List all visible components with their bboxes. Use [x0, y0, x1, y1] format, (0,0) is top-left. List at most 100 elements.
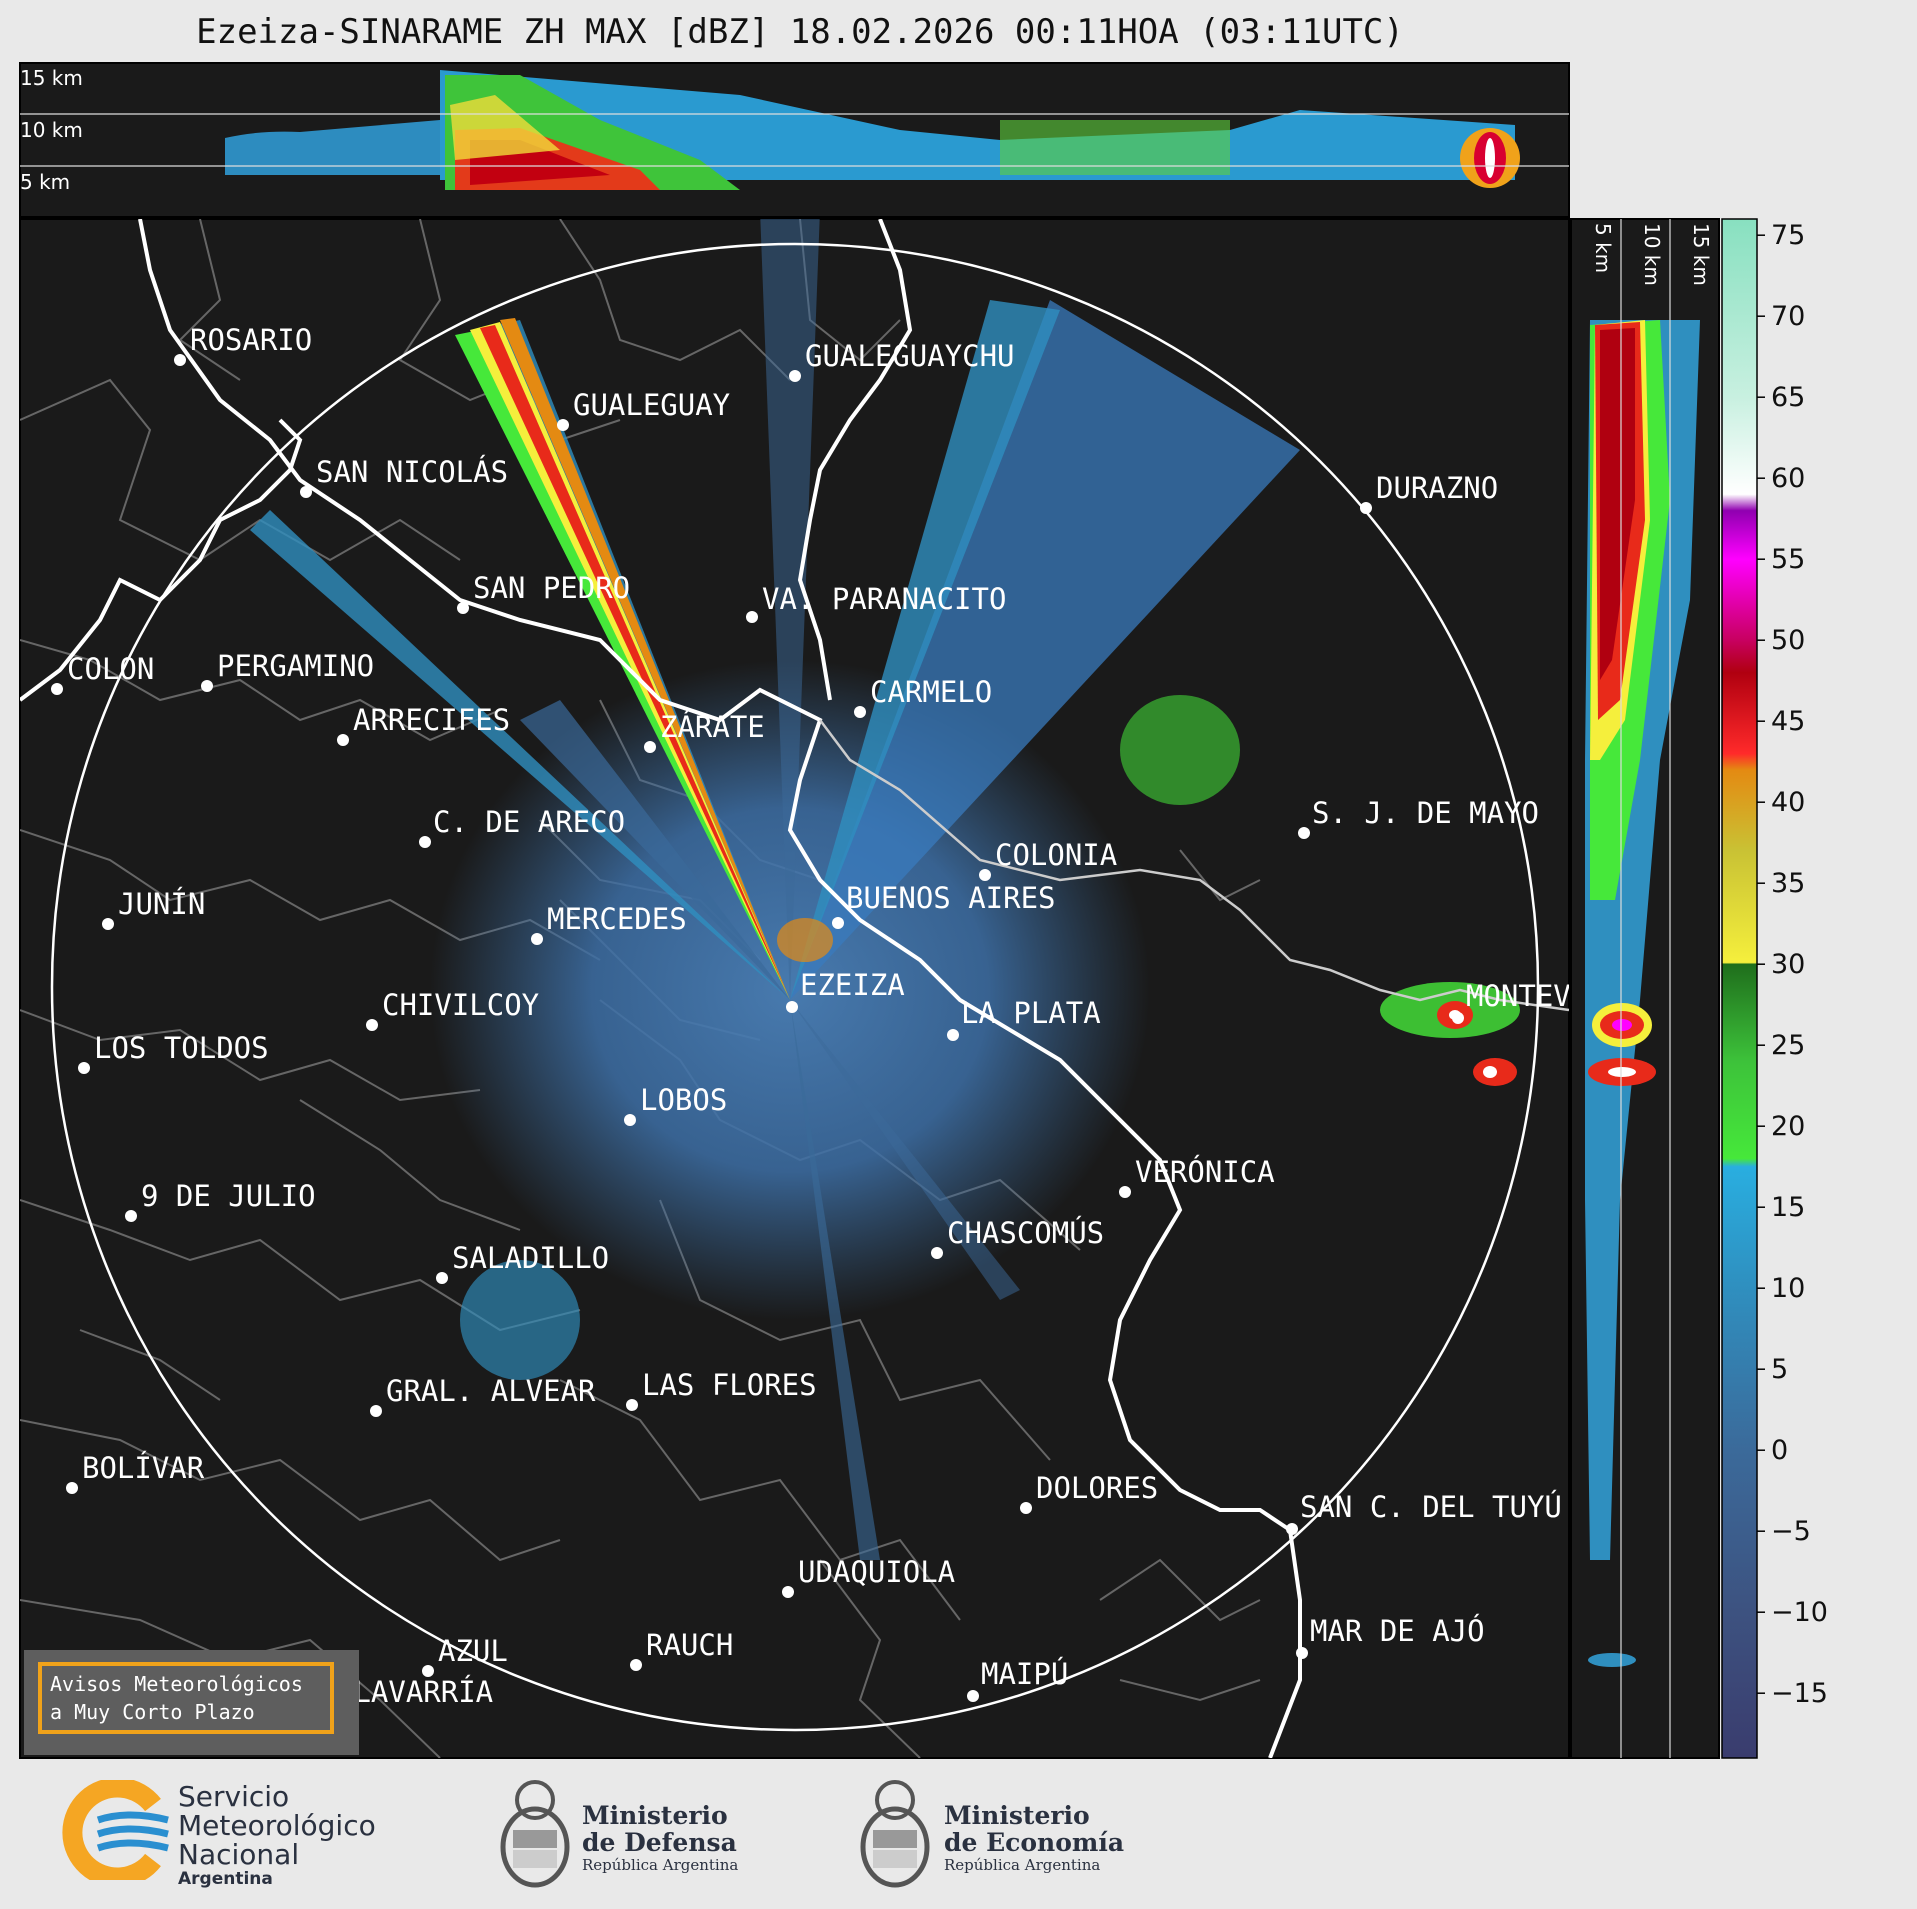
city-udaquiola: UDAQUIOLA [782, 1555, 955, 1598]
city-label: DURAZNO [1376, 471, 1498, 505]
city-marker-dot [174, 354, 186, 366]
city-saladillo: SALADILLO [436, 1241, 609, 1284]
city-marker-dot [1020, 1502, 1032, 1514]
city-label: PERGAMINO [217, 649, 374, 683]
city-label: BOLÍVAR [82, 1451, 205, 1485]
smn-line-2: Meteorológico [178, 1809, 376, 1842]
city-gualeguaychu: GUALEGUAYCHU [789, 339, 1015, 382]
city-label: VA. PARANACITO [762, 582, 1006, 616]
city-pergamino: PERGAMINO [201, 649, 374, 692]
city-label: LAS FLORES [642, 1368, 817, 1402]
colorbar-tick-label: 25 [1771, 1030, 1805, 1061]
city-marker-dot [630, 1659, 642, 1671]
city-durazno: DURAZNO [1360, 471, 1498, 514]
city-marker-dot [457, 602, 469, 614]
city-marker-dot [1298, 827, 1310, 839]
city-mar-de-aj-: MAR DE AJÓ [1296, 1614, 1485, 1659]
colorbar-tick-label: 45 [1771, 706, 1805, 737]
colorbar-tick-label: 60 [1771, 463, 1805, 494]
city-marker-dot [644, 741, 656, 753]
top-alt-label-10: 10 km [20, 118, 83, 142]
coastline-rivers [20, 219, 1569, 1758]
city-marker-dot [51, 683, 63, 695]
city-markers: ROSARIO GUALEGUAYCHU GUALEGUAY SAN NICOLÁS D… [51, 323, 1569, 1718]
city-label: MERCEDES [547, 902, 687, 936]
city-marker-dot [366, 1019, 378, 1031]
top-cross-section-panel: 15 km 10 km 5 km [19, 62, 1570, 218]
city-colon: COLON [51, 652, 154, 695]
city-label: GUALEGUAY [573, 388, 730, 422]
city-marker-dot [931, 1247, 943, 1259]
top-alt-label-5: 5 km [20, 170, 70, 194]
side-alt-label-5: 5 km [1591, 223, 1615, 273]
city-marker-dot [66, 1482, 78, 1494]
city-label: CARMELO [870, 675, 992, 709]
colorbar-tick-label: 5 [1771, 1354, 1788, 1385]
city-label: ZÁRATE [660, 710, 765, 744]
city-carmelo: CARMELO [854, 675, 992, 718]
city-marker-dot [201, 680, 213, 692]
colorbar-tick-label: 20 [1771, 1111, 1805, 1142]
city-colonia: COLONIA [979, 838, 1117, 881]
city-label: VERÓNICA [1135, 1155, 1275, 1189]
city-label: SAN PEDRO [473, 571, 630, 605]
side-cross-section-panel: 5 km 10 km 15 km [1570, 218, 1720, 1759]
smn-line-3: Nacional [178, 1838, 300, 1871]
city-z-rate: ZÁRATE [644, 710, 765, 753]
colorbar-tick-label: 40 [1771, 787, 1805, 818]
smn-line-4: Argentina [178, 1869, 273, 1889]
city-label: GRAL. ALVEAR [386, 1374, 596, 1408]
city-maip-: MAIPÚ [967, 1657, 1068, 1702]
defensa-line-1: Ministerio [582, 1801, 728, 1830]
economia-line-1: Ministerio [944, 1801, 1090, 1830]
city-label: C. DE ARECO [433, 805, 625, 839]
smn-line-1: Servicio [178, 1780, 290, 1813]
city-marker-dot [786, 1001, 798, 1013]
side-alt-label-10: 10 km [1640, 223, 1664, 286]
city-label: MAIPÚ [981, 1657, 1068, 1691]
city-dolores: DOLORES [1020, 1471, 1158, 1514]
city-marker-dot [1296, 1647, 1308, 1659]
city-chivilcoy: CHIVILCOY [366, 988, 539, 1031]
city-san-pedro: SAN PEDRO [457, 571, 630, 614]
city-label: CHIVILCOY [382, 988, 539, 1022]
city-label: ROSARIO [190, 323, 312, 357]
city-label: BUENOS AIRES [846, 881, 1056, 915]
city-ver-nica: VERÓNICA [1119, 1155, 1275, 1198]
city-marker-dot [78, 1062, 90, 1074]
economia-line-2: de Economía [944, 1828, 1125, 1857]
city-marker-dot [626, 1399, 638, 1411]
colorbar-tick-label: 65 [1771, 382, 1805, 413]
city-marker-dot [979, 869, 991, 881]
city-marker-dot [1360, 502, 1372, 514]
city-label: AZUL [438, 1634, 508, 1668]
city-marker-dot [1286, 1523, 1298, 1535]
city-buenos-aires: BUENOS AIRES [832, 881, 1056, 929]
city-ezeiza: EZEIZA [786, 968, 905, 1013]
warning-box[interactable]: Avisos Meteorológicos a Muy Corto Plazo [24, 1650, 359, 1755]
city-label: COLONIA [995, 838, 1117, 872]
city-marker-dot [1452, 1012, 1464, 1024]
colorbar-tick-label: 15 [1771, 1192, 1805, 1223]
city-label: OLAVARRÍA [336, 1675, 493, 1709]
city-gualeguay: GUALEGUAY [557, 388, 730, 431]
city-label: 9 DE JULIO [141, 1179, 316, 1213]
city-label: SALADILLO [452, 1241, 609, 1275]
city-c-de-areco: C. DE ARECO [419, 805, 625, 848]
city-la-plata: LA PLATA [947, 996, 1101, 1041]
colorbar-tick-label: −5 [1771, 1516, 1811, 1547]
city-marker-dot [102, 918, 114, 930]
city-marker-dot [624, 1114, 636, 1126]
top-alt-label-15: 15 km [20, 66, 83, 90]
page-title: Ezeiza-SINARAME ZH MAX [dBZ] 18.02.2026 … [196, 12, 1404, 52]
city-label: UDAQUIOLA [798, 1555, 955, 1589]
city-los-toldos: LOS TOLDOS [78, 1031, 269, 1074]
side-alt-label-15: 15 km [1689, 223, 1713, 286]
city-marker-dot [125, 1210, 137, 1222]
colorbar-tick-label: 70 [1771, 301, 1805, 332]
city-marker-dot [854, 706, 866, 718]
city-chascom-s: CHASCOMÚS [931, 1216, 1104, 1259]
